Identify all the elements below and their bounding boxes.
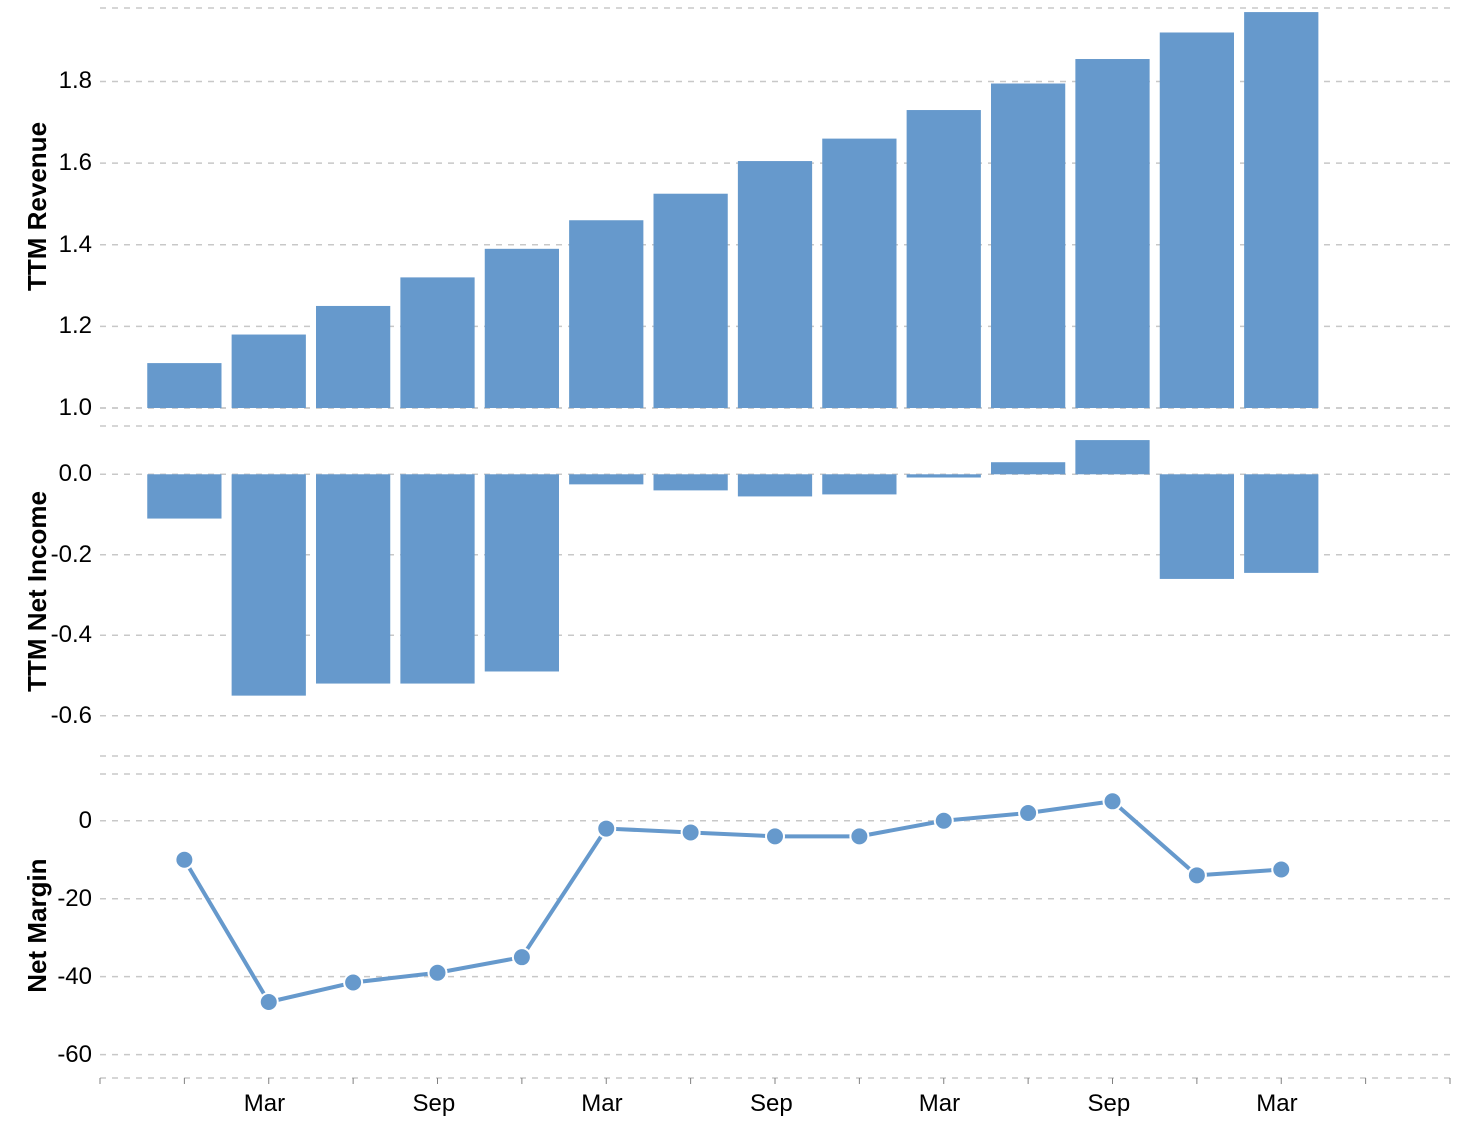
netincome-ytick-label: -0.4: [51, 621, 92, 649]
revenue-ytick-label: 1.0: [59, 394, 92, 422]
xaxis-tick-label: Sep: [750, 1090, 793, 1118]
xaxis-tick-label: Sep: [413, 1090, 456, 1118]
xaxis-tick-label: Mar: [919, 1090, 960, 1118]
revenue-ytick-label: 1.8: [59, 67, 92, 95]
netincome-axis-title: TTM Net Income: [22, 485, 53, 696]
margin-ytick-label: -40: [57, 963, 92, 991]
multi-panel-chart: 1.0 1.2 1.4 1.6 1.8 TTM Revenue -0.6 -0.4 -0.2 0.…: [0, 0, 1464, 1128]
xaxis-tick-label: Mar: [244, 1090, 285, 1118]
margin-ytick-label: -60: [57, 1041, 92, 1069]
xaxis-tick-label: Sep: [1088, 1090, 1131, 1118]
revenue-axis-title: TTM Revenue: [22, 125, 53, 291]
netincome-ytick-label: -0.2: [51, 541, 92, 569]
margin-axis-title: Net Margin: [22, 851, 53, 1002]
netincome-ytick-label: 0.0: [59, 460, 92, 488]
margin-ytick-label: -20: [57, 885, 92, 913]
revenue-ytick-label: 1.6: [59, 149, 92, 177]
xaxis-tick-label: Mar: [1256, 1090, 1297, 1118]
xaxis-tick-label: Mar: [581, 1090, 622, 1118]
revenue-ytick-label: 1.4: [59, 231, 92, 259]
netincome-ytick-label: -0.6: [51, 702, 92, 730]
revenue-ytick-label: 1.2: [59, 312, 92, 340]
margin-ytick-label: 0: [79, 807, 92, 835]
